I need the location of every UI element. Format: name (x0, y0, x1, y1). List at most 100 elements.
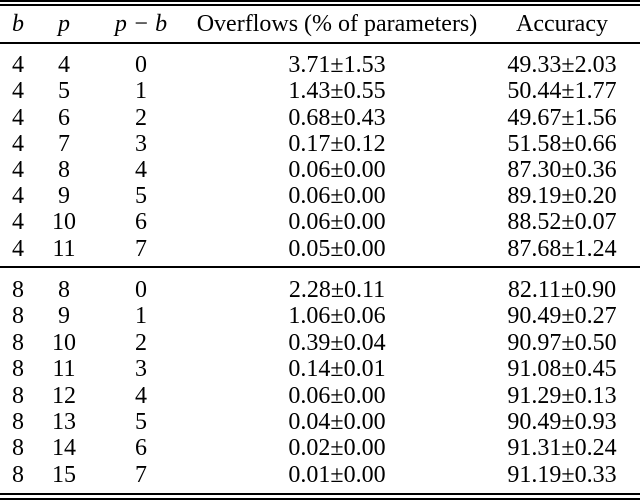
cell-overflows: 0.14±0.01 (288, 356, 386, 383)
cell-p: 14 (52, 435, 76, 462)
cell-overflows: 0.17±0.12 (288, 130, 386, 157)
cell-overflows: 0.06±0.00 (288, 209, 386, 236)
cell-accuracy: 87.30±0.36 (507, 157, 617, 184)
cell-p-minus-b: 3 (135, 130, 147, 157)
table-row: 4 11 7 0.05±0.00 87.68±1.24 (0, 236, 640, 262)
cell-p: 7 (58, 130, 70, 157)
cell-overflows: 0.06±0.00 (288, 183, 386, 210)
table-bottom-rule-outer (0, 497, 640, 500)
col-header-p-minus-b: p − b (114, 10, 168, 37)
table-group-b8: 8 8 0 2.28±0.11 82.11±0.90 8 9 1 1.06±0.… (0, 268, 640, 488)
col-header-overflows: Overflows (% of parameters) (196, 10, 478, 37)
col-header-p: p (58, 10, 70, 37)
table-row: 8 10 2 0.39±0.04 90.97±0.50 (0, 330, 640, 356)
cell-accuracy: 49.33±2.03 (507, 52, 617, 79)
cell-p-minus-b: 7 (135, 235, 147, 262)
table-row: 4 10 6 0.06±0.00 88.52±0.07 (0, 209, 640, 235)
cell-overflows: 0.06±0.00 (288, 157, 386, 184)
cell-p: 10 (52, 329, 76, 356)
cell-b: 8 (12, 303, 24, 330)
cell-accuracy: 90.97±0.50 (507, 329, 617, 356)
cell-accuracy: 87.68±1.24 (507, 235, 617, 262)
cell-accuracy: 90.49±0.27 (507, 303, 617, 330)
cell-p: 9 (58, 183, 70, 210)
cell-p: 11 (52, 356, 76, 383)
cell-accuracy: 89.19±0.20 (507, 183, 617, 210)
cell-b: 8 (12, 409, 24, 436)
cell-p-minus-b: 5 (135, 409, 147, 436)
cell-overflows: 0.39±0.04 (288, 329, 386, 356)
cell-p-minus-b: 4 (135, 157, 147, 184)
cell-accuracy: 90.49±0.93 (507, 409, 617, 436)
cell-p: 5 (58, 78, 70, 105)
cell-p: 10 (52, 209, 76, 236)
cell-accuracy: 50.44±1.77 (507, 78, 617, 105)
cell-b: 4 (12, 78, 24, 105)
cell-overflows: 2.28±0.11 (288, 277, 386, 304)
table-row: 8 11 3 0.14±0.01 91.08±0.45 (0, 356, 640, 382)
cell-overflows: 3.71±1.53 (288, 52, 386, 79)
cell-p: 15 (52, 461, 76, 488)
col-header-b: b (12, 10, 24, 37)
cell-p-minus-b: 7 (135, 461, 147, 488)
table-bottom-rule-inner (0, 493, 640, 495)
cell-b: 4 (12, 183, 24, 210)
cell-p-minus-b: 4 (135, 382, 147, 409)
cell-b: 8 (12, 461, 24, 488)
cell-overflows: 1.06±0.06 (288, 303, 386, 330)
table-row: 8 9 1 1.06±0.06 90.49±0.27 (0, 303, 640, 329)
cell-b: 8 (12, 329, 24, 356)
table-mid-rule (0, 265, 640, 268)
cell-overflows: 0.68±0.43 (288, 104, 386, 131)
table-row: 8 12 4 0.06±0.00 91.29±0.13 (0, 382, 640, 408)
cell-b: 4 (12, 209, 24, 236)
table-row: 4 8 4 0.06±0.00 87.30±0.36 (0, 157, 640, 183)
cell-p-minus-b: 0 (135, 277, 147, 304)
cell-accuracy: 91.19±0.33 (507, 461, 617, 488)
cell-p: 8 (58, 277, 70, 304)
cell-b: 4 (12, 104, 24, 131)
table-header-rule (0, 42, 640, 45)
cell-p: 8 (58, 157, 70, 184)
cell-p-minus-b: 1 (135, 78, 147, 105)
table-row: 8 15 7 0.01±0.00 91.19±0.33 (0, 462, 640, 488)
cell-accuracy: 82.11±0.90 (507, 277, 617, 304)
cell-b: 8 (12, 356, 24, 383)
cell-accuracy: 88.52±0.07 (507, 209, 617, 236)
cell-p-minus-b: 1 (135, 303, 147, 330)
cell-accuracy: 91.29±0.13 (507, 382, 617, 409)
table-top-rule-inner (0, 3, 640, 6)
table-header-row: b p p − b Overflows (% of parameters) Ac… (0, 6, 640, 43)
table-row: 8 8 0 2.28±0.11 82.11±0.90 (0, 277, 640, 303)
cell-p-minus-b: 2 (135, 329, 147, 356)
cell-overflows: 0.04±0.00 (288, 409, 386, 436)
col-header-accuracy: Accuracy (516, 10, 608, 37)
cell-b: 4 (12, 130, 24, 157)
table-row: 4 9 5 0.06±0.00 89.19±0.20 (0, 183, 640, 209)
cell-overflows: 0.01±0.00 (288, 461, 386, 488)
table-row: 4 6 2 0.68±0.43 49.67±1.56 (0, 105, 640, 131)
table-top-rule-outer (0, 0, 640, 2)
cell-b: 4 (12, 157, 24, 184)
cell-b: 8 (12, 277, 24, 304)
cell-accuracy: 51.58±0.66 (507, 130, 617, 157)
table-row: 8 14 6 0.02±0.00 91.31±0.24 (0, 435, 640, 461)
table-row: 4 4 0 3.71±1.53 49.33±2.03 (0, 52, 640, 78)
cell-p: 11 (52, 235, 76, 262)
cell-p-minus-b: 5 (135, 183, 147, 210)
cell-b: 4 (12, 235, 24, 262)
cell-p: 12 (52, 382, 76, 409)
cell-accuracy: 91.31±0.24 (507, 435, 617, 462)
table-row: 8 13 5 0.04±0.00 90.49±0.93 (0, 409, 640, 435)
cell-p: 6 (58, 104, 70, 131)
cell-p-minus-b: 0 (135, 52, 147, 79)
cell-accuracy: 91.08±0.45 (507, 356, 617, 383)
cell-p-minus-b: 6 (135, 209, 147, 236)
cell-p: 4 (58, 52, 70, 79)
cell-p-minus-b: 2 (135, 104, 147, 131)
cell-overflows: 1.43±0.55 (288, 78, 386, 105)
cell-p: 9 (58, 303, 70, 330)
cell-p-minus-b: 3 (135, 356, 147, 383)
cell-b: 8 (12, 382, 24, 409)
